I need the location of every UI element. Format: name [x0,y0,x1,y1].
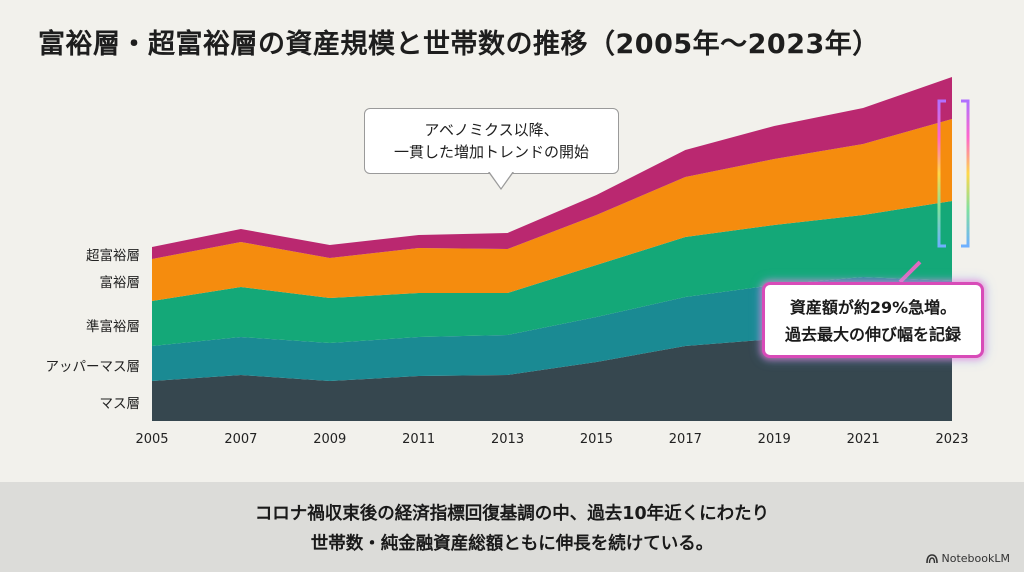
event-callout: アベノミクス以降、 一貫した増加トレンドの開始 [364,108,619,174]
stacked-area-chart: 2005 2007 2009 2011 2013 2015 2017 2019 2021 2023 [135,77,970,447]
x-tick-label: 2005 [135,432,168,447]
callout-line-2: 一貫した増加トレンドの開始 [393,143,589,161]
x-tick-label: 2021 [847,432,880,447]
area-layers [152,77,952,421]
callout-pointer [488,171,514,190]
x-tick-label: 2019 [758,432,791,447]
x-tick-label: 2007 [224,432,257,447]
series-label-affluent: 富裕層 [99,275,141,291]
area-semi-affluent [152,201,952,346]
x-tick-label: 2015 [580,432,613,447]
series-label-mass: マス層 [99,396,141,412]
highlight-bracket [898,99,970,284]
note-line-1: 資産額が約29%急増。 [789,298,957,317]
bracket-right [961,99,970,248]
series-label-semi-affluent: 準富裕層 [86,318,140,335]
bracket-left [937,99,946,248]
summary-line-1: コロナ禍収束後の経済指標回復基調の中、過去10年近くにわたり [254,504,770,524]
notebook-logo-icon [925,553,938,563]
series-label-ultra-affluent: 超富裕層 [86,248,140,264]
summary-band [0,482,1024,572]
growth-note: 資産額が約29%急増。 過去最大の伸び幅を記録 [762,282,984,358]
series-label-upper-mass: アッパーマス層 [45,358,141,375]
note-line-2: 過去最大の伸び幅を記録 [784,325,961,344]
x-tick-label: 2009 [313,432,346,447]
brand-label: NotebookLM [941,552,1010,565]
area-upper-mass [152,277,952,381]
summary-text: コロナ禍収束後の経済指標回復基調の中、過去10年近くにわたり 世帯数・純金融資産… [0,499,1024,559]
area-mass [152,311,952,421]
x-axis: 2005 2007 2009 2011 2013 2015 2017 2019 2021 2023 [135,432,968,447]
area-ultra-affluent [152,77,952,259]
callout-line-1: アベノミクス以降、 [424,121,559,139]
x-tick-label: 2011 [402,432,435,447]
brand-mark: NotebookLM [925,552,1010,565]
note-pointer [898,260,922,284]
page-title: 富裕層・超富裕層の資産規模と世帯数の推移（2005年～2023年） [38,29,880,60]
area-affluent [152,119,952,301]
summary-line-2: 世帯数・純金融資産総額ともに伸長を続けている。 [310,534,714,554]
x-tick-label: 2017 [669,432,702,447]
x-tick-label: 2013 [491,432,524,447]
x-tick-label: 2023 [935,432,968,447]
